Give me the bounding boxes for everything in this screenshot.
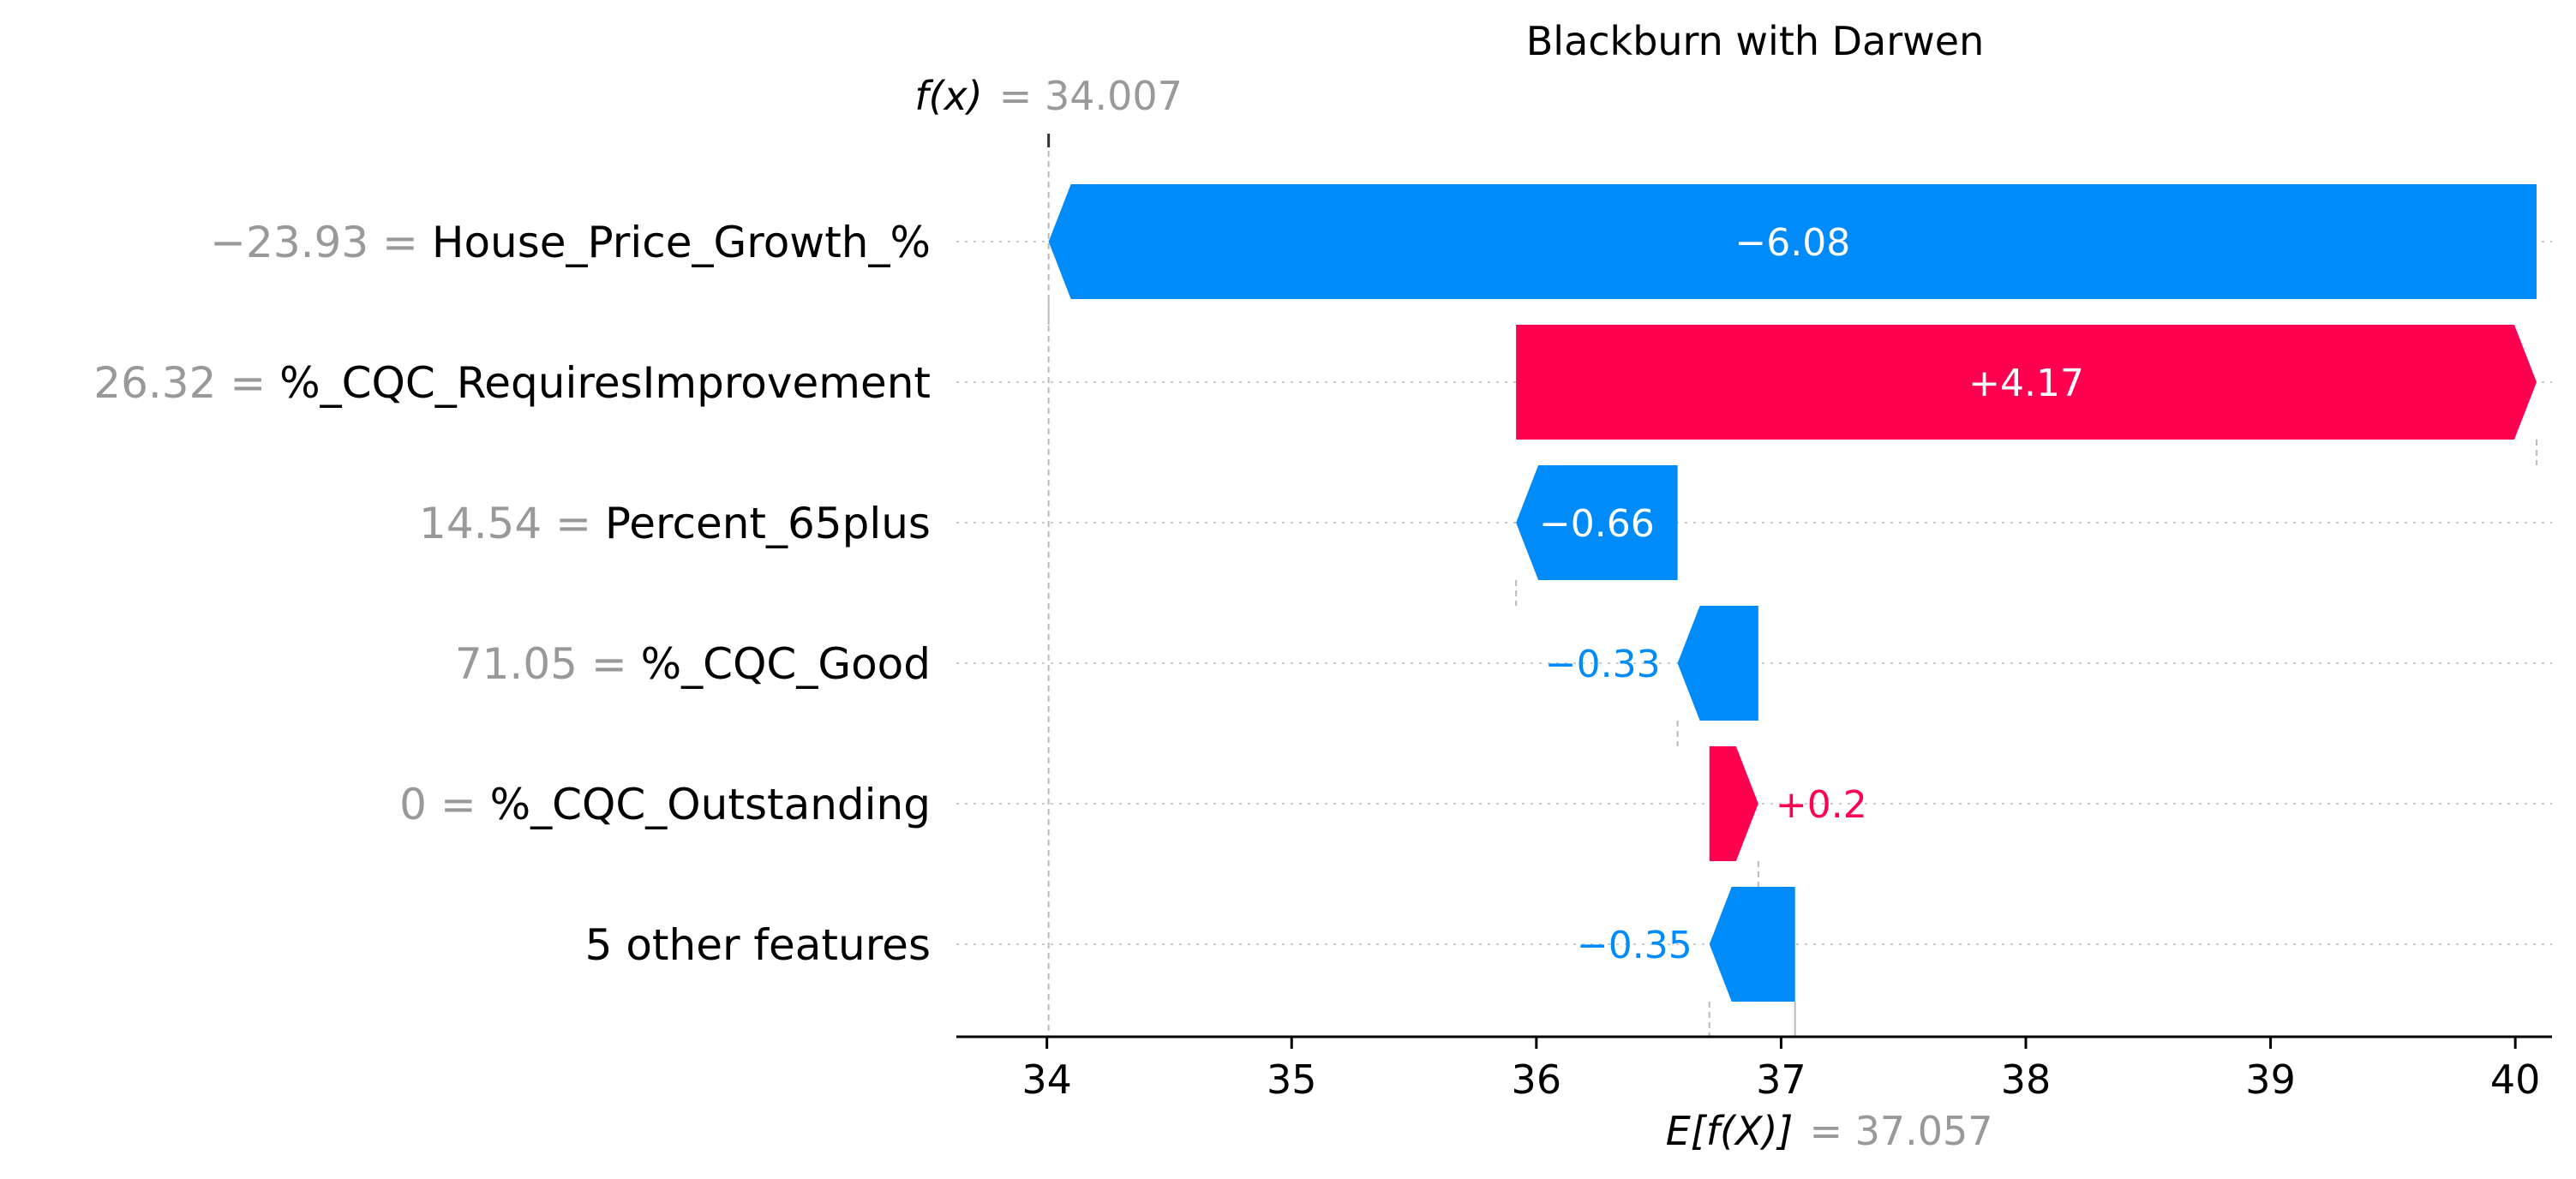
feature-labels: −23.93 = House_Price_Growth_% −6.08 26.32 … — [93, 218, 2084, 970]
feature-label: 71.05 = %_CQC_Good — [455, 639, 931, 689]
bar-value-label: −0.33 — [1545, 643, 1661, 686]
efx-value: = 37.057 — [1809, 1108, 1992, 1154]
x-tick-label: 39 — [2245, 1056, 2296, 1103]
feature-value: 14.54 = — [419, 499, 605, 548]
fx-value: = 34.007 — [999, 73, 1183, 119]
efx-label: E[f(X)] — [1666, 1108, 1794, 1154]
x-tick-label: 36 — [1512, 1056, 1562, 1103]
bar-value-label: −0.35 — [1577, 924, 1692, 967]
efx-annotation: E[f(X)] = 37.057 — [1666, 1108, 1993, 1154]
bar-value-label: −0.66 — [1539, 502, 1655, 546]
feature-label: 26.32 = %_CQC_RequiresImprovement — [93, 358, 931, 408]
x-tick-label: 38 — [2001, 1056, 2052, 1103]
feature-name: 5 other features — [585, 920, 931, 970]
feature-label: −23.93 = House_Price_Growth_% — [210, 218, 931, 267]
x-tick-label: 35 — [1267, 1056, 1317, 1103]
bar-value-label: −6.08 — [1734, 221, 1850, 265]
x-tick-label: 37 — [1756, 1056, 1806, 1103]
bar-value-label: +4.17 — [1968, 362, 2084, 405]
bar — [1516, 325, 2537, 440]
bar — [1677, 606, 1758, 721]
bar-value-label: +0.2 — [1776, 783, 1867, 827]
chart-title: Blackburn with Darwen — [1526, 18, 1985, 64]
feature-name: Percent_65plus — [605, 499, 931, 548]
x-tick-label: 34 — [1021, 1056, 1072, 1103]
bar — [1048, 184, 2537, 299]
feature-name: %_CQC_RequiresImprovement — [279, 358, 931, 408]
feature-label: 5 other features — [585, 920, 931, 970]
bar — [1516, 465, 1678, 580]
feature-value: −23.93 = — [210, 218, 432, 267]
feature-label: 14.54 = Percent_65plus — [419, 499, 931, 548]
fx-annotation: f(x) = 34.007 — [914, 73, 1183, 147]
feature-name: House_Price_Growth_% — [432, 218, 931, 267]
feature-value: 0 = — [399, 780, 490, 829]
svg-text:E[f(X)] = 37.057: E[f(X)] = 37.057 — [1666, 1108, 1993, 1154]
feature-value: 26.32 = — [93, 358, 279, 408]
bars — [1048, 184, 2537, 1002]
feature-label: 0 = %_CQC_Outstanding — [399, 780, 931, 829]
x-axis: 34 35 36 37 38 39 40 — [956, 1035, 2552, 1103]
feature-value: 71.05 = — [455, 639, 641, 689]
x-tick-label: 40 — [2490, 1056, 2541, 1103]
feature-name: %_CQC_Good — [641, 639, 931, 689]
svg-text:f(x) = 34.007: f(x) = 34.007 — [914, 73, 1183, 119]
connector-lines — [1047, 151, 2538, 1037]
feature-name: %_CQC_Outstanding — [490, 780, 931, 829]
bar — [1709, 887, 1795, 1002]
bar — [1709, 746, 1758, 861]
fx-label: f(x) — [914, 73, 982, 119]
